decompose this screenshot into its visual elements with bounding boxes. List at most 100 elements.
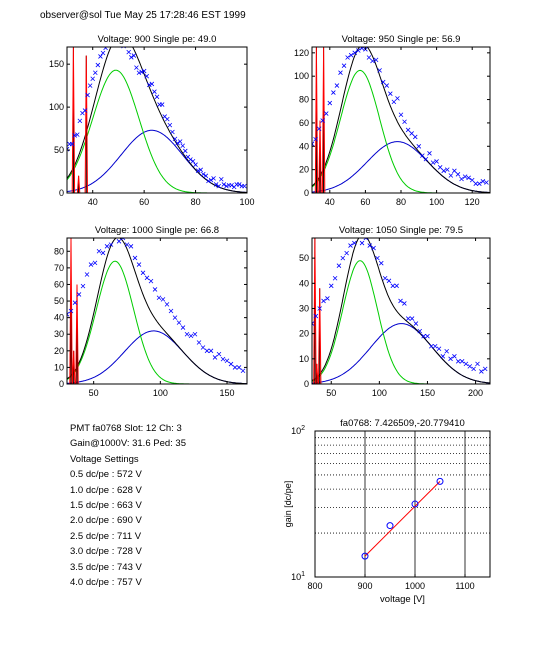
data-point — [480, 179, 486, 184]
data-point — [448, 173, 454, 178]
data-point — [402, 301, 407, 306]
data-point — [466, 175, 471, 181]
data-point — [331, 90, 336, 95]
data-point — [175, 140, 180, 146]
data-point — [144, 73, 149, 79]
data-point — [344, 250, 349, 256]
data-point — [441, 168, 447, 174]
data-point — [367, 243, 373, 248]
data-point — [136, 70, 142, 76]
data-point — [69, 141, 75, 147]
data-point — [463, 361, 469, 367]
y-tick-label: 40 — [299, 141, 309, 151]
data-point — [370, 58, 375, 64]
data-point — [154, 94, 160, 100]
y-tick-label: 70 — [54, 263, 64, 273]
data-point — [224, 183, 229, 189]
y-tick-label: 0 — [59, 188, 64, 198]
data-point — [336, 263, 342, 268]
data-point — [312, 321, 315, 326]
x-tick-label: 50 — [326, 388, 336, 398]
data-point — [152, 89, 157, 94]
data-point — [462, 174, 468, 179]
data-point — [183, 148, 188, 154]
y-tick-label: 30 — [54, 329, 64, 339]
x-tick-label: 900 — [357, 581, 372, 591]
data-point — [452, 354, 457, 359]
total-fit-curve — [312, 47, 490, 193]
total-fit-curve — [67, 47, 247, 193]
data-point — [180, 143, 185, 149]
pmt-info-panel: PMT fa0768 Slot: 12 Ch: 3 Gain@1000V: 31… — [70, 421, 186, 590]
x-tick-label: 80 — [396, 197, 406, 207]
data-point — [455, 359, 461, 364]
setting-row: 4.0 dc/pe : 757 V — [70, 577, 142, 589]
data-point — [188, 333, 194, 339]
data-point — [402, 119, 407, 125]
data-point — [131, 53, 137, 58]
x-tick-label: 1000 — [405, 581, 425, 591]
data-point — [437, 165, 443, 170]
data-point — [204, 348, 210, 354]
data-point — [141, 68, 147, 74]
y-tick-exponent: 2 — [301, 425, 305, 432]
data-point — [232, 365, 238, 370]
data-point — [75, 132, 80, 137]
data-point — [395, 96, 400, 101]
gain-data-point — [386, 522, 394, 530]
data-point — [355, 48, 361, 53]
histogram-plot-2: 40 60 80 100 120 0 20 40 60 80 100 120 Voltage: 950 … — [294, 34, 491, 207]
data-point — [380, 79, 386, 85]
data-point — [220, 356, 226, 362]
y-tick-label: 80 — [299, 95, 309, 105]
data-point — [172, 315, 178, 320]
data-point — [409, 131, 414, 136]
data-point — [159, 102, 165, 107]
y-tick-label: 40 — [54, 313, 64, 323]
data-point — [363, 238, 369, 241]
data-point — [312, 141, 315, 147]
data-point — [366, 55, 372, 60]
data-point — [345, 55, 350, 60]
voltage-settings-title: Voltage Settings — [70, 453, 139, 465]
double-pe-fit-curve — [67, 129, 247, 193]
data-point — [80, 283, 86, 289]
x-tick-label: 80 — [191, 197, 201, 207]
data-point — [90, 76, 95, 82]
header-text: observer@sol Tue May 25 17:28:46 EST 199… — [40, 10, 246, 21]
y-tick-label: 100 — [49, 102, 64, 112]
pedestal-fit-curve — [71, 47, 88, 193]
data-point — [471, 366, 476, 372]
double-pe-fit-curve — [312, 141, 490, 193]
double-pe-fit-curve — [67, 330, 247, 384]
data-point — [95, 62, 101, 68]
data-point — [208, 348, 214, 354]
data-point — [216, 351, 222, 357]
data-point — [427, 151, 432, 156]
data-point — [320, 118, 325, 123]
data-point — [82, 108, 88, 113]
data-point — [334, 83, 340, 88]
plot-frame — [314, 430, 491, 578]
data-point — [405, 316, 411, 321]
data-point — [444, 348, 449, 354]
single-pe-fit-curve — [67, 69, 247, 193]
data-point — [129, 55, 134, 60]
data-point — [180, 325, 186, 330]
data-point — [317, 306, 322, 311]
plot-title: Voltage: 1000 Single pe: 66.8 — [95, 225, 219, 236]
data-point — [340, 255, 346, 261]
plot-area — [67, 47, 247, 193]
x-tick-label: 150 — [420, 388, 435, 398]
data-point — [398, 112, 404, 118]
x-tick-label: 150 — [219, 388, 234, 398]
y-tick-label: 0 — [59, 379, 64, 389]
y-tick-label: 20 — [54, 346, 64, 356]
data-point — [479, 369, 484, 374]
setting-row: 2.5 dc/pe : 711 V — [70, 530, 142, 542]
setting-row: 2.0 dc/pe : 690 V — [70, 515, 142, 527]
data-point — [341, 63, 347, 68]
data-point — [170, 129, 175, 135]
x-tick-label: 1100 — [455, 581, 474, 591]
